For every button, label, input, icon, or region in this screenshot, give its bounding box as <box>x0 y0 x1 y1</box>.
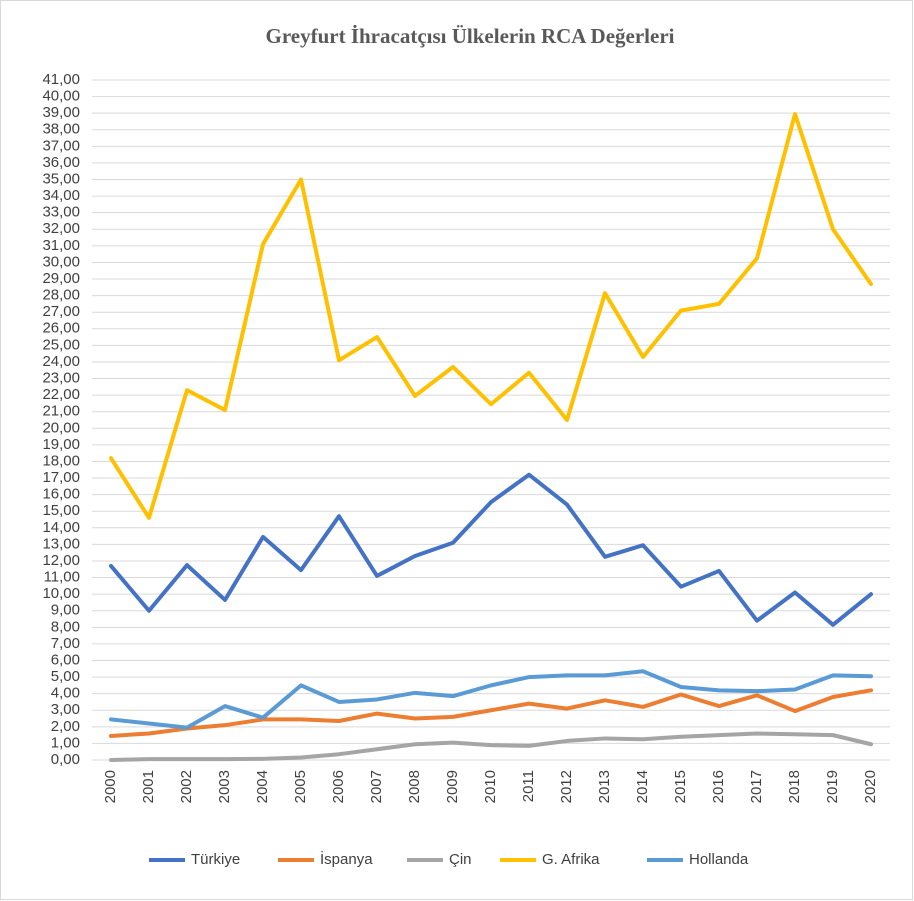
y-tick-label: 27,00 <box>42 303 80 320</box>
x-tick-label: 2002 <box>178 770 195 803</box>
x-tick-label: 2019 <box>824 770 841 803</box>
y-tick-label: 29,00 <box>42 270 80 287</box>
x-tick-label: 2007 <box>368 770 385 803</box>
x-tick-label: 2017 <box>748 770 765 803</box>
x-tick-label: 2014 <box>634 770 651 803</box>
x-tick-label: 2015 <box>672 770 689 803</box>
y-tick-label: 10,00 <box>42 585 80 602</box>
y-tick-label: 38,00 <box>42 121 80 138</box>
y-tick-label: 2,00 <box>51 718 80 735</box>
x-tick-label: 2004 <box>254 770 271 803</box>
y-tick-label: 4,00 <box>51 685 80 702</box>
y-tick-label: 40,00 <box>42 88 80 105</box>
x-tick-label: 2008 <box>406 770 423 803</box>
y-tick-label: 15,00 <box>42 502 80 519</box>
y-tick-label: 30,00 <box>42 253 80 270</box>
legend-label: İspanya <box>320 850 373 868</box>
y-tick-label: 35,00 <box>42 170 80 187</box>
y-tick-label: 16,00 <box>42 486 80 503</box>
y-tick-label: 1,00 <box>51 734 80 751</box>
chart-title: Greyfurt İhracatçısı Ülkelerin RCA Değer… <box>266 24 675 48</box>
y-tick-label: 8,00 <box>51 618 80 635</box>
y-tick-label: 22,00 <box>42 386 80 403</box>
y-tick-label: 37,00 <box>42 137 80 154</box>
y-tick-label: 14,00 <box>42 519 80 536</box>
x-tick-label: 2000 <box>102 770 119 803</box>
y-tick-label: 39,00 <box>42 104 80 121</box>
y-tick-label: 33,00 <box>42 204 80 221</box>
y-tick-label: 23,00 <box>42 370 80 387</box>
y-tick-label: 25,00 <box>42 336 80 353</box>
legend-label: Hollanda <box>689 851 749 868</box>
legend-label: Türkiye <box>191 851 240 868</box>
legend-label: Çin <box>449 851 472 868</box>
y-tick-label: 34,00 <box>42 187 80 204</box>
x-tick-label: 2016 <box>710 770 727 803</box>
y-tick-label: 17,00 <box>42 469 80 486</box>
x-tick-label: 2010 <box>482 770 499 803</box>
y-tick-label: 18,00 <box>42 452 80 469</box>
x-tick-label: 2020 <box>862 770 879 803</box>
y-tick-label: 12,00 <box>42 552 80 569</box>
x-tick-label: 2001 <box>140 770 157 803</box>
x-tick-label: 2013 <box>596 770 613 803</box>
y-tick-label: 32,00 <box>42 220 80 237</box>
y-tick-label: 24,00 <box>42 353 80 370</box>
y-tick-label: 13,00 <box>42 535 80 552</box>
x-tick-label: 2006 <box>330 770 347 803</box>
y-tick-label: 7,00 <box>51 635 80 652</box>
y-tick-label: 11,00 <box>44 569 80 586</box>
y-tick-label: 21,00 <box>42 403 80 420</box>
y-tick-label: 0,00 <box>51 751 80 768</box>
x-tick-label: 2011 <box>520 770 537 802</box>
series-line <box>109 731 873 762</box>
y-tick-label: 41,00 <box>42 71 80 88</box>
y-tick-label: 31,00 <box>42 237 80 254</box>
y-tick-label: 5,00 <box>51 668 80 685</box>
y-tick-label: 9,00 <box>51 602 80 619</box>
y-tick-label: 3,00 <box>51 701 80 718</box>
x-tick-label: 2003 <box>216 770 233 803</box>
y-tick-label: 20,00 <box>42 419 80 436</box>
series-line <box>109 112 873 520</box>
x-tick-label: 2018 <box>786 770 803 803</box>
y-tick-label: 36,00 <box>42 154 80 171</box>
x-tick-label: 2005 <box>292 770 309 803</box>
legend-label: G. Afrika <box>542 851 600 868</box>
x-tick-label: 2009 <box>444 770 461 803</box>
y-tick-label: 28,00 <box>42 287 80 304</box>
y-tick-label: 26,00 <box>42 320 80 337</box>
series-line <box>109 472 873 627</box>
x-tick-label: 2012 <box>558 770 575 803</box>
y-tick-label: 19,00 <box>42 436 80 453</box>
series-line <box>109 688 873 738</box>
series-line <box>109 669 873 730</box>
y-tick-label: 6,00 <box>51 651 80 668</box>
